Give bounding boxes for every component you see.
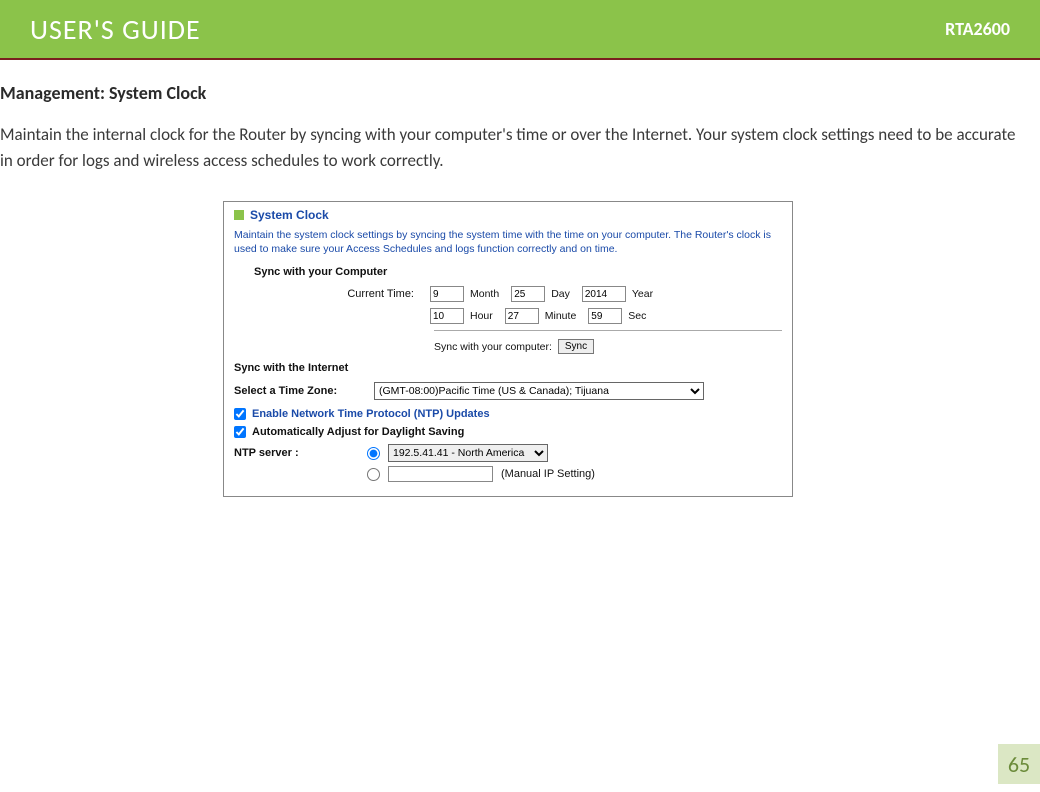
minute-unit: Minute: [545, 310, 577, 322]
ntp-enable-label: Enable Network Time Protocol (NTP) Updat…: [252, 408, 490, 420]
ntp-server-label: NTP server :: [234, 447, 359, 459]
section-title: Management: System Clock: [0, 82, 1016, 104]
divider: [434, 330, 782, 331]
sync-label: Sync with your computer:: [434, 341, 552, 353]
sync-row: Sync with your computer: Sync: [434, 339, 782, 354]
page-number: 65: [998, 744, 1040, 784]
sync-button[interactable]: Sync: [558, 339, 594, 354]
ntp-server-row-1: NTP server : 192.5.41.41 - North America: [234, 444, 782, 462]
date-row: Current Time: Month Day Year: [234, 286, 782, 302]
page-content: Management: System Clock Maintain the in…: [0, 60, 1040, 497]
sec-unit: Sec: [628, 310, 646, 322]
ntp-radio-preset[interactable]: [367, 447, 380, 460]
panel-title: System Clock: [250, 208, 329, 222]
ntp-enable-row: Enable Network Time Protocol (NTP) Updat…: [234, 408, 782, 420]
sync-internet-heading: Sync with the Internet: [234, 362, 782, 374]
year-input[interactable]: [582, 286, 626, 302]
day-input[interactable]: [511, 286, 545, 302]
month-unit: Month: [470, 288, 499, 300]
hour-unit: Hour: [470, 310, 493, 322]
year-unit: Year: [632, 288, 653, 300]
system-clock-panel: System Clock Maintain the system clock s…: [223, 201, 793, 497]
day-unit: Day: [551, 288, 570, 300]
timezone-row: Select a Time Zone: (GMT-08:00)Pacific T…: [234, 382, 782, 400]
manual-ip-label: (Manual IP Setting): [501, 468, 595, 480]
guide-title: USER'S GUIDE: [0, 12, 201, 47]
hour-input[interactable]: [430, 308, 464, 324]
dst-row: Automatically Adjust for Daylight Saving: [234, 426, 782, 438]
sec-input[interactable]: [588, 308, 622, 324]
header-bar: USER'S GUIDE RTA2600: [0, 0, 1040, 60]
model-label: RTA2600: [945, 18, 1010, 40]
minute-input[interactable]: [505, 308, 539, 324]
current-time-label: Current Time:: [234, 288, 424, 300]
dst-label: Automatically Adjust for Daylight Saving: [252, 426, 464, 438]
ntp-radio-manual[interactable]: [367, 468, 380, 481]
month-input[interactable]: [430, 286, 464, 302]
header-tab-decoration: [18, 0, 273, 6]
sync-computer-heading: Sync with your Computer: [254, 266, 782, 278]
timezone-label: Select a Time Zone:: [234, 385, 364, 397]
ntp-manual-input[interactable]: [388, 466, 493, 482]
panel-description: Maintain the system clock settings by sy…: [234, 228, 782, 256]
panel-header: System Clock: [234, 208, 782, 222]
time-row: Hour Minute Sec: [234, 308, 782, 324]
ntp-server-select[interactable]: 192.5.41.41 - North America: [388, 444, 548, 462]
dst-checkbox[interactable]: [234, 426, 246, 438]
section-description: Maintain the internal clock for the Rout…: [0, 122, 1016, 175]
timezone-select[interactable]: (GMT-08:00)Pacific Time (US & Canada); T…: [374, 382, 704, 400]
ntp-server-row-2: (Manual IP Setting): [234, 466, 782, 482]
panel-square-icon: [234, 210, 244, 220]
ntp-enable-checkbox[interactable]: [234, 408, 246, 420]
